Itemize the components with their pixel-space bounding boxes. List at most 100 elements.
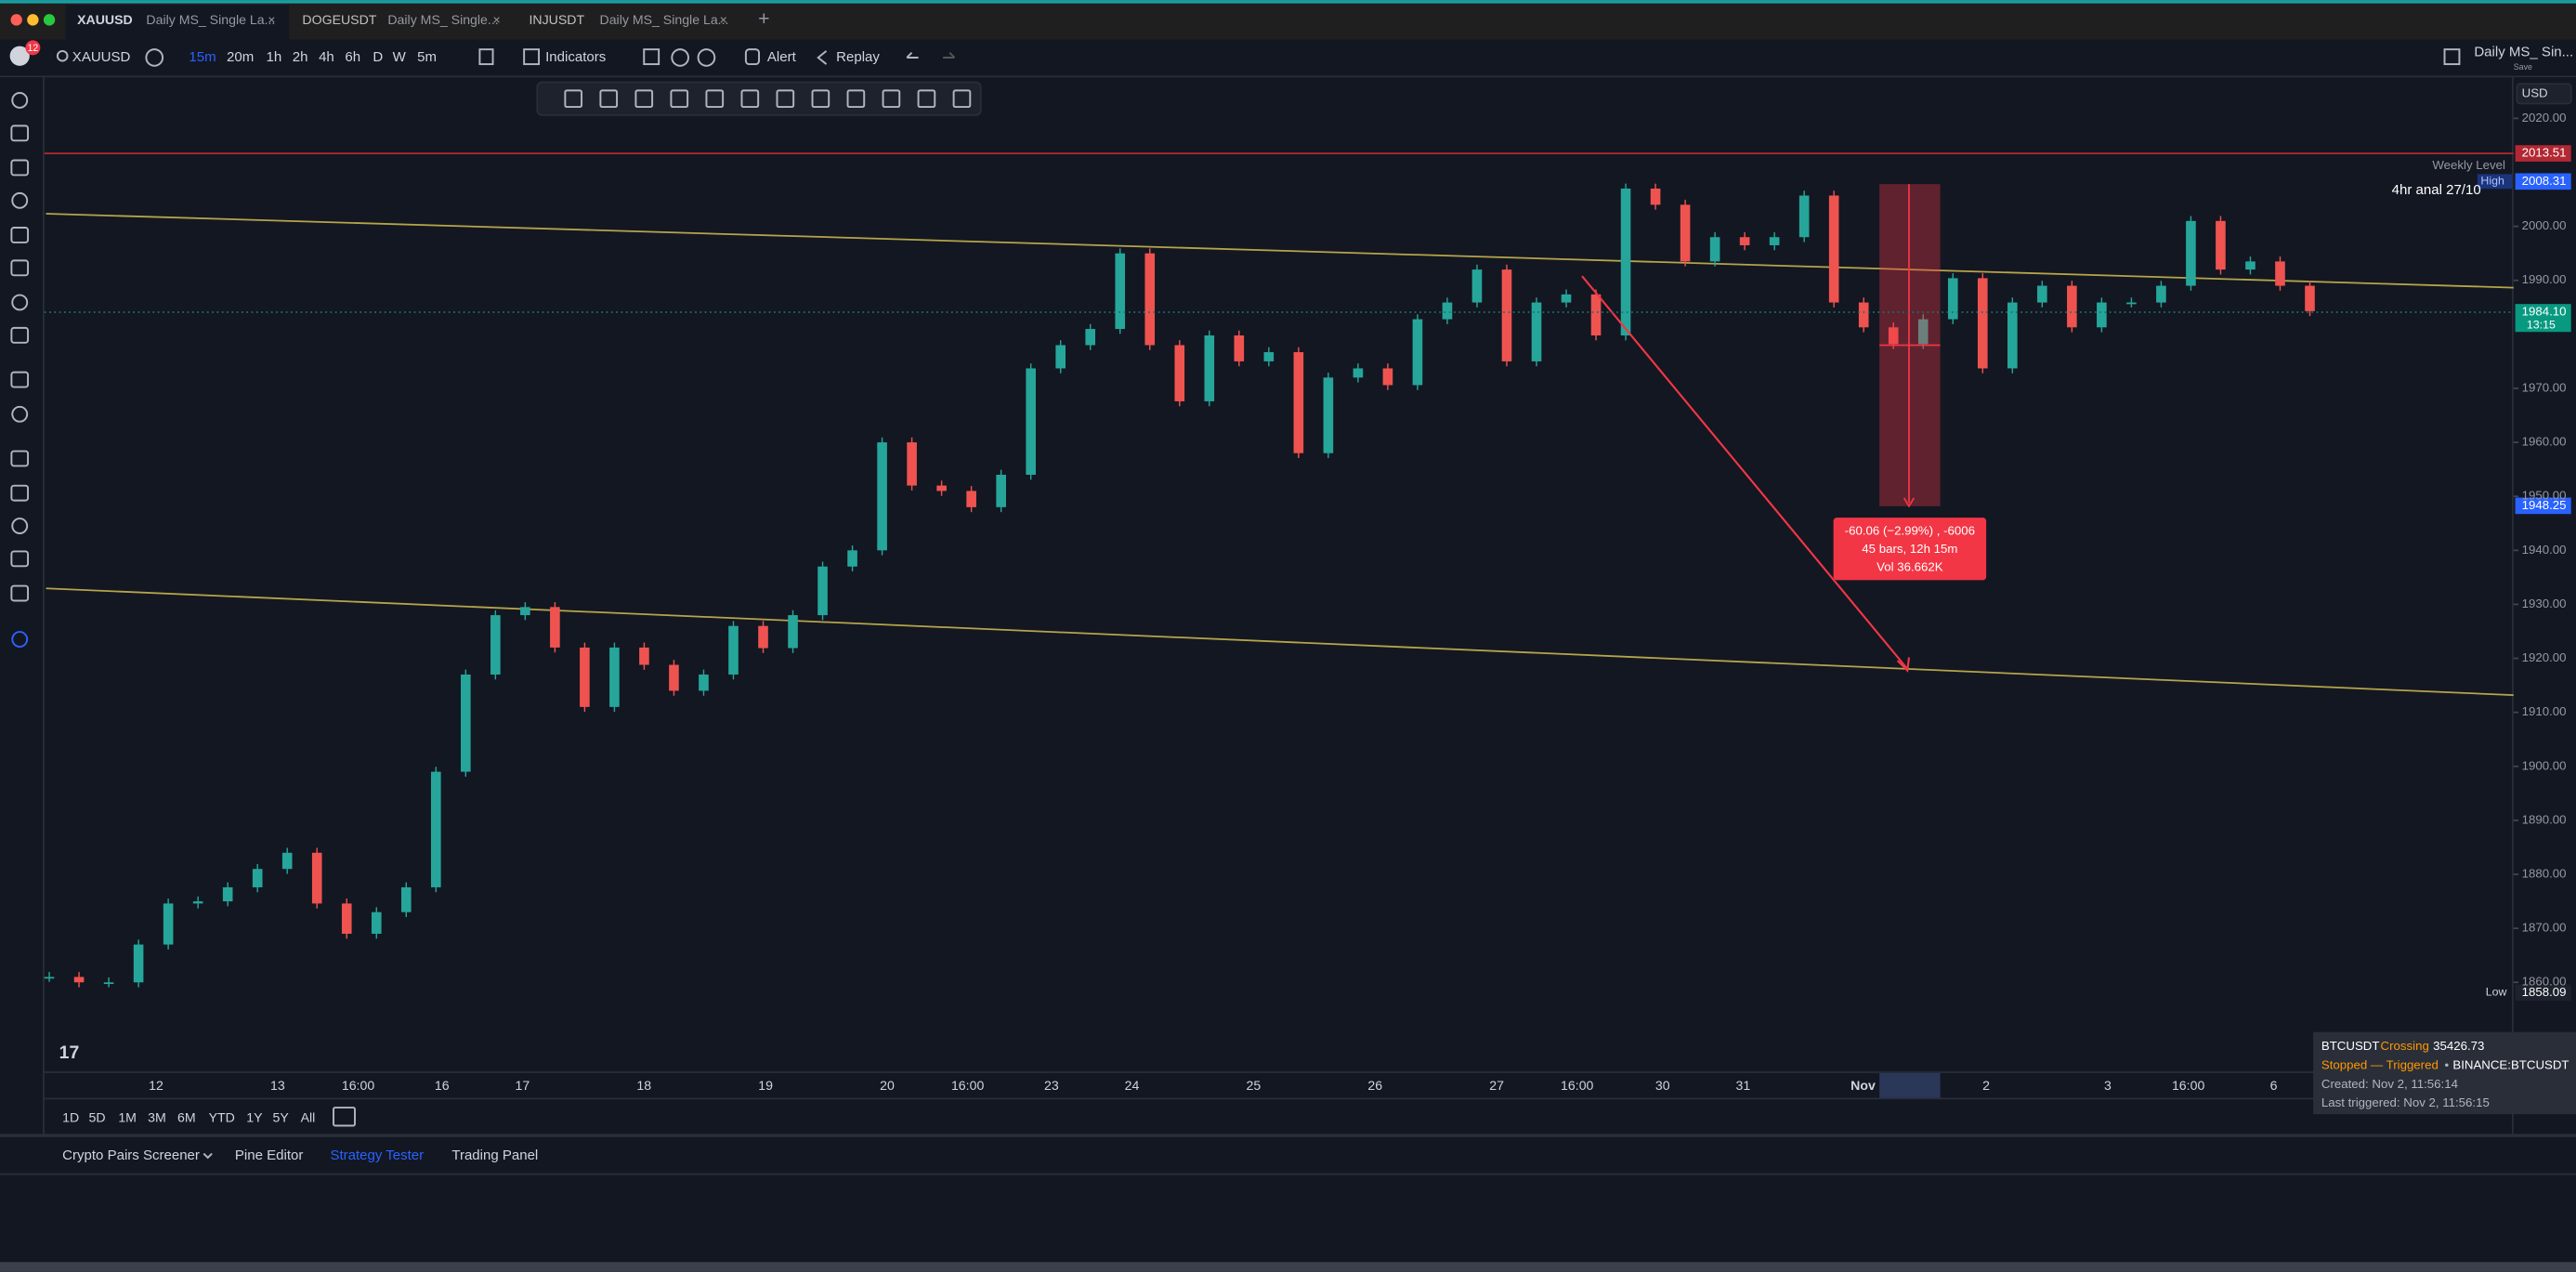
tool-button[interactable] xyxy=(10,326,30,344)
panel-tab[interactable]: Pine Editor xyxy=(235,1147,303,1163)
tab-layout[interactable]: Daily MS_ Single La... xyxy=(600,12,729,27)
alert-button[interactable]: Alert xyxy=(767,49,797,65)
floating-tool[interactable] xyxy=(846,89,866,109)
new-tab[interactable]: + xyxy=(758,8,769,30)
tool-button[interactable] xyxy=(10,159,30,177)
tool-button[interactable] xyxy=(10,259,30,277)
left-toolbar xyxy=(0,77,43,1261)
tool-button[interactable] xyxy=(10,371,30,388)
alert-icon[interactable] xyxy=(744,48,761,66)
tool-button[interactable] xyxy=(11,191,29,209)
templates-button[interactable] xyxy=(643,48,660,66)
range-button[interactable]: 1D xyxy=(62,1109,79,1124)
tool-button[interactable] xyxy=(10,584,30,602)
interval-button[interactable]: 1h xyxy=(266,49,281,65)
tool-button[interactable] xyxy=(11,294,29,311)
active-tab[interactable] xyxy=(65,5,290,40)
replay-button[interactable]: Replay xyxy=(836,49,880,65)
tool-button[interactable] xyxy=(10,125,30,142)
floating-tool[interactable] xyxy=(811,89,830,109)
tool-button[interactable] xyxy=(11,518,29,534)
goto-date[interactable] xyxy=(333,1107,356,1127)
tab-symbol[interactable]: DOGEUSDT xyxy=(302,12,376,27)
range-button[interactable]: 1M xyxy=(118,1109,137,1124)
indicators-button[interactable]: Indicators xyxy=(545,49,606,65)
floating-tool[interactable] xyxy=(599,89,619,109)
interval-button[interactable]: 5m xyxy=(417,49,437,65)
floating-tool[interactable] xyxy=(670,89,689,109)
b-button[interactable] xyxy=(671,48,689,67)
tab-layout[interactable]: Daily MS_ Single La... xyxy=(146,12,275,27)
symbol-search[interactable]: XAUUSD xyxy=(72,49,131,65)
currency-select[interactable] xyxy=(2516,83,2572,105)
layout-name[interactable]: Daily MS_ Sin... xyxy=(2474,45,2573,60)
range-button[interactable]: 6M xyxy=(177,1109,196,1124)
compare-button[interactable] xyxy=(145,48,164,67)
tab-symbol[interactable]: INJUSDT xyxy=(529,12,584,27)
floating-tool[interactable] xyxy=(882,89,901,109)
interval-button[interactable]: 15m xyxy=(189,49,216,65)
tool-button[interactable] xyxy=(11,92,29,109)
zoom-window[interactable] xyxy=(43,14,56,26)
panel-tab[interactable]: Crypto Pairs Screener xyxy=(62,1147,200,1163)
undo-button[interactable] xyxy=(906,51,919,59)
price-tick-label: 1920.00 xyxy=(2522,650,2567,664)
tool-button[interactable] xyxy=(10,227,30,243)
candle xyxy=(1888,327,1899,345)
bottom-panel xyxy=(0,1136,2576,1263)
tab-close[interactable]: × xyxy=(493,12,501,27)
panel-tab[interactable]: Trading Panel xyxy=(451,1147,538,1163)
range-button[interactable]: 3M xyxy=(148,1109,166,1124)
tool-button[interactable] xyxy=(11,631,29,648)
tab-layout[interactable]: Daily MS_ Single... xyxy=(387,12,498,27)
time-label: 25 xyxy=(1247,1078,1262,1093)
redo-button[interactable] xyxy=(943,51,956,59)
replay-icon[interactable] xyxy=(817,50,828,65)
candle xyxy=(2007,302,2018,369)
tab-symbol[interactable]: XAUUSD xyxy=(77,12,133,27)
range-button[interactable]: 5D xyxy=(88,1109,105,1124)
interval-button[interactable]: 2h xyxy=(293,49,308,65)
p-button[interactable] xyxy=(697,48,716,67)
floating-tool[interactable] xyxy=(776,89,795,109)
range-button[interactable]: 1Y xyxy=(246,1109,263,1124)
indicators-icon[interactable] xyxy=(523,48,541,66)
tab-close[interactable]: × xyxy=(268,12,275,27)
layout-icon[interactable] xyxy=(2443,48,2461,66)
save-button[interactable]: Save xyxy=(2514,62,2532,72)
range-button[interactable]: YTD xyxy=(209,1109,235,1124)
time-label: Nov xyxy=(1850,1078,1876,1093)
logo[interactable] xyxy=(9,46,30,66)
candle xyxy=(1798,195,1810,238)
last-price-label: 1984.10 xyxy=(2522,305,2567,319)
tool-button[interactable] xyxy=(10,450,30,467)
candle xyxy=(1293,352,1304,453)
chart-type-button[interactable] xyxy=(478,48,494,66)
tool-button[interactable] xyxy=(10,550,30,568)
interval-button[interactable]: D xyxy=(373,49,383,65)
interval-button[interactable]: W xyxy=(393,49,407,65)
tool-button[interactable] xyxy=(11,405,29,423)
tab-close[interactable]: × xyxy=(720,12,727,27)
floating-tool[interactable] xyxy=(634,89,654,109)
tv-logo: 17 xyxy=(59,1043,80,1063)
tool-button[interactable] xyxy=(10,484,30,502)
candle xyxy=(1382,368,1393,386)
dropdown-caret[interactable] xyxy=(203,1152,213,1160)
currency[interactable]: USD xyxy=(2522,85,2548,99)
range-button[interactable]: 5Y xyxy=(273,1109,290,1124)
interval-button[interactable]: 4h xyxy=(319,49,334,65)
floating-tool[interactable] xyxy=(740,89,760,109)
floating-tool[interactable] xyxy=(952,89,972,109)
search-icon[interactable] xyxy=(56,49,69,62)
interval-button[interactable]: 20m xyxy=(227,49,254,65)
interval-button[interactable]: 6h xyxy=(345,49,360,65)
floating-tool[interactable] xyxy=(917,89,936,109)
range-button[interactable]: All xyxy=(301,1109,316,1124)
candle xyxy=(699,674,709,691)
minimize-window[interactable] xyxy=(27,14,39,26)
floating-tool[interactable] xyxy=(564,89,583,109)
close-window[interactable] xyxy=(10,14,22,26)
panel-tab[interactable]: Strategy Tester xyxy=(330,1147,424,1163)
floating-tool[interactable] xyxy=(705,89,725,109)
